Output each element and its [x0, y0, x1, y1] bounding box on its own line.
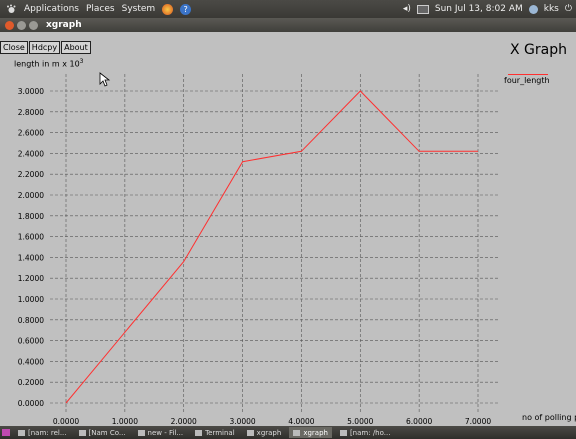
y-tick-label: 1.2000 [18, 274, 44, 283]
x-tick-label: 5.0000 [347, 417, 373, 426]
user-icon [528, 4, 538, 14]
y-tick-label: 2.6000 [18, 129, 44, 138]
x-tick-label: 4.0000 [288, 417, 314, 426]
y-tick-label: 2.2000 [18, 170, 44, 179]
x-tick-label: 2.0000 [171, 417, 197, 426]
y-axis-label: length in m x 103 [14, 58, 84, 69]
menu-system[interactable]: System [121, 4, 156, 14]
hdcpy-button[interactable]: Hdcpy [28, 41, 61, 54]
y-tick-label: 0.4000 [18, 357, 44, 366]
panel-tray: ◂) Sun Jul 13, 8:02 AM kks ⏻ [403, 0, 572, 18]
taskbar-item-label: [Nam Co... [88, 428, 126, 437]
x-tick-label: 6.0000 [406, 417, 432, 426]
x-axis-label: no of polling po [522, 413, 576, 422]
legend-label: four_length [504, 76, 550, 85]
clock[interactable]: Sun Jul 13, 8:02 AM [434, 4, 523, 14]
y-tick-label: 1.0000 [18, 295, 44, 304]
window-icon [18, 429, 25, 436]
volume-icon[interactable]: ◂) [402, 4, 411, 14]
close-button[interactable]: Close [0, 41, 28, 54]
window-icon [78, 429, 86, 436]
top-panel: Applications Places System ? ◂) Sun Jul … [0, 0, 576, 18]
taskbar-item[interactable]: [nam: /ho... [336, 427, 395, 438]
graph-title: X Graph [510, 42, 567, 58]
window-icon [137, 429, 145, 436]
taskbar-item[interactable]: xgraph [289, 427, 332, 438]
y-tick-label: 0.2000 [18, 378, 44, 387]
y-tick-label: 1.6000 [18, 233, 44, 242]
taskbar-item-label: new - Fil... [147, 428, 184, 437]
mouse-cursor-icon [99, 72, 111, 87]
x-tick-label: 0.0000 [53, 417, 79, 426]
show-desktop-icon[interactable] [2, 429, 10, 436]
minimize-window-icon[interactable] [17, 20, 26, 30]
power-icon[interactable]: ⏻ [564, 4, 572, 14]
taskbar-item-label: [nam: rel... [28, 428, 67, 437]
panel-menus: Applications Places System ? [0, 3, 192, 15]
about-button[interactable]: About [61, 41, 91, 54]
taskbar-item-label: Terminal [205, 428, 235, 437]
taskbar-item-label: xgraph [303, 428, 328, 437]
y-tick-label: 0.8000 [18, 316, 44, 325]
window-icon [246, 429, 254, 436]
menu-applications[interactable]: Applications [24, 4, 79, 14]
taskbar-item[interactable]: xgraph [243, 427, 286, 438]
taskbar-item[interactable]: [Nam Co... [75, 427, 130, 438]
y-tick-label: 2.8000 [18, 108, 44, 117]
chart: 0.0000 0.2000 0.4000 0.6000 0.8000 1.0000 1.20… [18, 72, 500, 426]
y-tick-label: 2.0000 [18, 191, 44, 200]
y-tick-label: 0.0000 [18, 399, 44, 408]
y-tick-label: 2.4000 [18, 149, 44, 158]
x-tick-label: 1.0000 [112, 417, 138, 426]
taskbar-item[interactable]: Terminal [191, 427, 239, 438]
taskbar-item-label: [nam: /ho... [349, 428, 391, 437]
x-tick-label: 7.0000 [465, 417, 491, 426]
menu-places[interactable]: Places [85, 4, 115, 14]
toolbar: Close Hdcpy About [0, 41, 91, 54]
series-line-four-length [65, 90, 478, 404]
window-icon [195, 429, 203, 436]
foot-icon[interactable] [6, 4, 17, 15]
window-title: xgraph [46, 20, 82, 30]
taskbar: [nam: rel... [Nam Co... new - Fil... Termin… [0, 426, 576, 439]
window-icon [293, 429, 301, 436]
legend-line [508, 74, 548, 75]
firefox-icon[interactable] [162, 3, 174, 15]
xgraph-app: Close Hdcpy About length in m x 103 X Gr… [0, 32, 576, 426]
taskbar-item[interactable]: new - Fil... [134, 427, 188, 438]
window-icon [339, 429, 347, 436]
taskbar-item[interactable]: [nam: rel... [14, 427, 71, 438]
window-titlebar[interactable]: xgraph [0, 18, 576, 32]
mail-icon[interactable] [416, 4, 429, 14]
taskbar-item-label: xgraph [256, 428, 282, 437]
y-tick-label: 3.0000 [18, 87, 44, 96]
help-icon[interactable]: ? [180, 3, 192, 15]
y-tick-label: 0.6000 [18, 337, 44, 346]
user-name[interactable]: kks [543, 4, 559, 14]
y-tick-label: 1.4000 [18, 253, 44, 262]
x-tick-label: 3.0000 [229, 417, 255, 426]
close-window-icon[interactable] [5, 20, 14, 30]
y-tick-label: 1.8000 [18, 212, 44, 221]
maximize-window-icon[interactable] [29, 20, 38, 30]
